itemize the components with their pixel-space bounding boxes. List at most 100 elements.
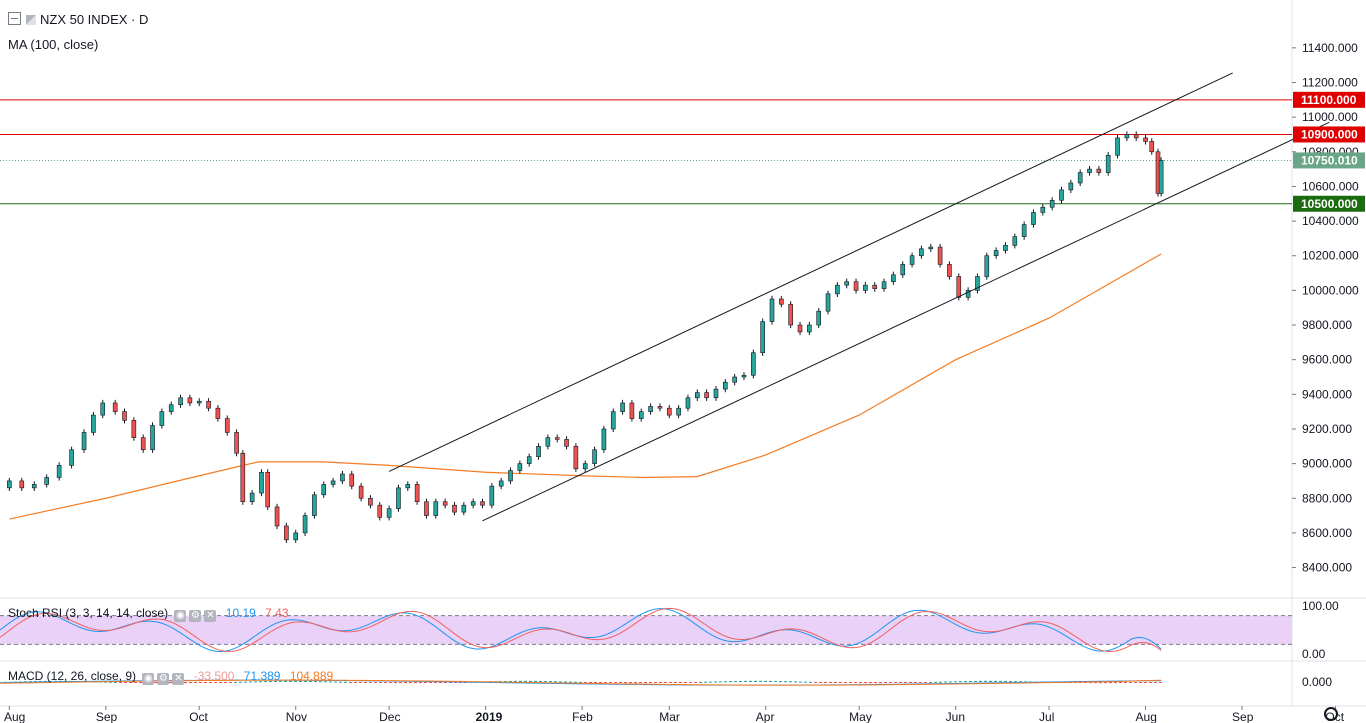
macd-histogram-bar: [809, 681, 812, 683]
candle-body: [1068, 182, 1074, 191]
macd-histogram-bar: [744, 680, 747, 682]
settings-icon[interactable]: ⚙: [189, 610, 202, 622]
macd-legend[interactable]: MACD (12, 26, close, 9) ◉ ⚙ ✕ -33.500 71.3…: [8, 669, 333, 685]
stoch-tick-label: 0.00: [1302, 647, 1326, 661]
candle-body: [788, 303, 793, 326]
macd-histogram-bar: [394, 682, 397, 684]
candle: [1143, 134, 1148, 145]
candle-body: [900, 264, 906, 276]
macd-histogram-bar: [894, 682, 897, 683]
macd-histogram-bar: [804, 681, 807, 683]
macd-histogram-bar: [524, 680, 527, 682]
ma-legend[interactable]: MA (100, close): [8, 37, 98, 52]
candle: [1040, 204, 1046, 216]
macd-histogram-bar: [924, 682, 927, 683]
price-level-label: 11100.000: [1301, 93, 1357, 107]
candle-body: [302, 515, 308, 534]
stoch-legend[interactable]: Stoch RSI (3, 3, 14, 14, close) ◉ ⚙ ✕ 10.1…: [8, 606, 289, 622]
candle: [582, 460, 588, 472]
macd-histogram-bar: [259, 681, 262, 683]
candle-body: [947, 264, 952, 277]
price-level-tag: [1293, 152, 1365, 169]
macd-histogram-bar: [694, 682, 697, 683]
close-icon[interactable]: ✕: [204, 610, 217, 622]
macd-histogram-bar: [554, 681, 557, 683]
candle-body: [564, 439, 569, 447]
macd-histogram-bar: [109, 681, 112, 683]
eye-icon[interactable]: ◉: [174, 610, 187, 622]
candle: [358, 483, 364, 502]
macd-histogram-bar: [439, 682, 442, 683]
candle: [732, 373, 737, 386]
candle: [91, 411, 96, 436]
close-icon[interactable]: ✕: [172, 673, 185, 685]
candle-body: [131, 419, 137, 438]
macd-histogram-bar: [1144, 682, 1147, 683]
macd-histogram-bar: [284, 680, 287, 682]
candle-body: [891, 274, 896, 283]
candle: [807, 321, 812, 336]
x-tick-label: Nov: [286, 710, 307, 723]
candle-body: [928, 246, 934, 250]
macd-histogram-bar: [734, 681, 737, 683]
candle: [760, 318, 765, 356]
x-tick-label: Aug: [1136, 710, 1157, 723]
candle: [816, 308, 821, 329]
candle-body: [853, 281, 859, 291]
candle: [891, 271, 896, 285]
candle-body: [461, 504, 467, 513]
macd-histogram-bar: [904, 682, 907, 683]
symbol-legend[interactable]: NZX 50 INDEX · D: [8, 12, 148, 27]
candle-body: [1012, 236, 1018, 246]
ma-line: [9, 253, 1162, 520]
macd-histogram-bar: [989, 680, 992, 682]
macd-histogram-bar: [864, 682, 867, 684]
macd-histogram-bar: [724, 681, 727, 683]
candle-body: [704, 392, 709, 399]
candle-body: [405, 484, 411, 489]
macd-histogram-bar: [1154, 682, 1157, 683]
candle-body: [657, 406, 663, 409]
candle: [414, 481, 420, 505]
channel-upper-line: [388, 72, 1233, 472]
candle-body: [517, 463, 523, 471]
candle: [554, 434, 560, 443]
candles: [7, 131, 1164, 543]
macd-histogram-bar: [699, 681, 702, 683]
macd-histogram-bar: [204, 682, 207, 683]
macd-histogram-bar: [594, 682, 597, 683]
candle-body: [909, 255, 915, 265]
macd-histogram-bar: [139, 682, 142, 683]
macd-histogram-bar: [229, 682, 232, 683]
candle-body: [215, 407, 221, 419]
candle: [196, 398, 202, 407]
candle: [517, 460, 523, 474]
candle: [1124, 131, 1130, 142]
collapse-icon[interactable]: [8, 12, 21, 25]
candle: [937, 243, 943, 268]
candle-body: [368, 497, 373, 506]
macd-histogram-bar: [749, 680, 752, 682]
x-tick-label: Dec: [379, 710, 400, 723]
candle: [844, 278, 850, 289]
candle-body: [1087, 168, 1092, 173]
x-tick-label: Jun: [946, 710, 965, 723]
macd-histogram-bar: [934, 681, 937, 683]
ma-label: MA (100, close): [8, 37, 99, 52]
eye-icon[interactable]: ◉: [142, 673, 155, 685]
settings-icon[interactable]: ⚙: [157, 673, 170, 685]
candle: [405, 481, 411, 491]
macd-histogram-bar: [974, 680, 977, 682]
macd-histogram-bar: [629, 682, 632, 684]
candle-body: [81, 432, 87, 451]
x-tick-label: Feb: [572, 710, 593, 723]
settings-gear-icon[interactable]: [1324, 707, 1338, 721]
macd-histogram-bar: [1109, 682, 1112, 684]
candle: [685, 394, 691, 412]
y-tick-label: 8800.000: [1302, 491, 1352, 505]
candle: [965, 287, 971, 301]
macd-histogram-bar: [404, 682, 407, 684]
macd-tick-label: 0.000: [1302, 675, 1332, 689]
candle-body: [19, 480, 25, 489]
